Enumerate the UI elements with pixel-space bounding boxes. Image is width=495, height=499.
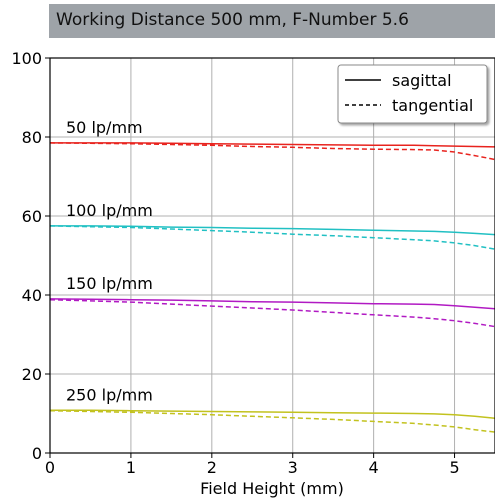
- series-line-sagittal: [50, 409, 495, 419]
- x-tick-label: 0: [45, 458, 55, 477]
- series-line-sagittal: [49, 298, 495, 310]
- legend-label-tangential: tangential: [392, 96, 473, 115]
- x-tick-label: 1: [126, 458, 136, 477]
- series-line-sagittal: [50, 142, 495, 148]
- y-tick-label: 20: [22, 365, 42, 384]
- x-axis-label: Field Height (mm): [200, 479, 344, 498]
- y-tick-label: 80: [22, 128, 42, 147]
- series-annotation: 250 lp/mm: [66, 385, 153, 404]
- series-line-tangential: [49, 225, 495, 250]
- x-tick-label: 2: [207, 458, 217, 477]
- legend-label-sagittal: sagittal: [392, 71, 452, 90]
- series-line-tangential: [49, 298, 495, 328]
- series-annotation: 100 lp/mm: [66, 201, 153, 220]
- series-line-sagittal: [50, 225, 495, 236]
- y-tick-label: 0: [32, 444, 42, 463]
- plot-frame: [49, 57, 495, 454]
- series-line-tangential: [49, 142, 495, 161]
- series-annotation: 50 lp/mm: [66, 118, 143, 137]
- x-tick-label: 5: [449, 458, 459, 477]
- y-tick-label: 100: [11, 49, 42, 68]
- chart-title: Working Distance 500 mm, F-Number 5.6: [56, 10, 409, 30]
- chart-title-bar: Working Distance 500 mm, F-Number 5.6: [49, 4, 495, 38]
- annotations: 50 lp/mm 100 lp/mm 150 lp/mm 250 lp/mm: [66, 118, 153, 404]
- series-annotation: 150 lp/mm: [66, 274, 153, 293]
- series-lines: [49, 142, 495, 433]
- x-tick-label: 3: [288, 458, 298, 477]
- y-tick-label: 60: [22, 207, 42, 226]
- series-line-tangential: [49, 409, 495, 433]
- axis-ticks: 0 1 2 3 4 5 0 20 40 60 80 100: [11, 49, 459, 477]
- x-tick-label: 4: [369, 458, 379, 477]
- legend: sagittal tangential: [337, 64, 488, 124]
- y-tick-label: 40: [22, 286, 42, 305]
